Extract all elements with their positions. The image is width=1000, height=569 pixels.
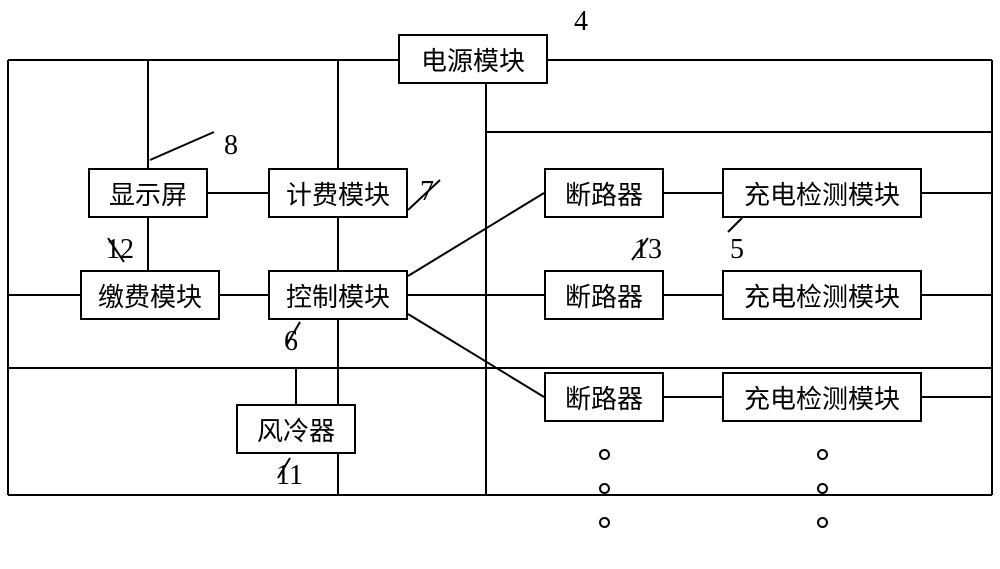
node-text-display: 显示屏 — [109, 175, 187, 212]
label-display: 8 — [224, 130, 238, 162]
label-breaker2: 13 — [634, 234, 662, 266]
ellipsis-dot — [599, 517, 610, 528]
node-text-detect2: 充电检测模块 — [744, 277, 900, 314]
node-text-control: 控制模块 — [286, 277, 390, 314]
ellipsis-dot — [817, 483, 828, 494]
node-text-cooler: 风冷器 — [257, 411, 335, 448]
node-breaker3: 断路器 — [544, 372, 664, 422]
label-cooler: 11 — [276, 460, 303, 492]
node-display: 显示屏 — [88, 168, 208, 218]
node-text-breaker2: 断路器 — [565, 277, 643, 314]
node-power: 电源模块 — [398, 34, 548, 84]
node-breaker2: 断路器 — [544, 270, 664, 320]
node-detect3: 充电检测模块 — [722, 372, 922, 422]
node-text-billing: 计费模块 — [286, 175, 390, 212]
label-power: 4 — [574, 6, 588, 38]
node-breaker1: 断路器 — [544, 168, 664, 218]
node-text-breaker1: 断路器 — [565, 175, 643, 212]
node-text-detect1: 充电检测模块 — [744, 175, 900, 212]
ellipsis-dot — [599, 449, 610, 460]
ellipsis-dot — [817, 517, 828, 528]
node-detect1: 充电检测模块 — [722, 168, 922, 218]
label-payment: 12 — [106, 234, 134, 266]
label-detect1: 5 — [730, 234, 744, 266]
node-text-detect3: 充电检测模块 — [744, 379, 900, 416]
node-detect2: 充电检测模块 — [722, 270, 922, 320]
node-text-power: 电源模块 — [421, 41, 525, 78]
node-cooler: 风冷器 — [236, 404, 356, 454]
node-text-payment: 缴费模块 — [98, 277, 202, 314]
label-billing: 7 — [420, 176, 434, 208]
node-billing: 计费模块 — [268, 168, 408, 218]
ellipsis-dot — [817, 449, 828, 460]
ellipsis-dot — [599, 483, 610, 494]
label-control: 6 — [284, 326, 298, 358]
node-payment: 缴费模块 — [80, 270, 220, 320]
node-control: 控制模块 — [268, 270, 408, 320]
node-text-breaker3: 断路器 — [565, 379, 643, 416]
